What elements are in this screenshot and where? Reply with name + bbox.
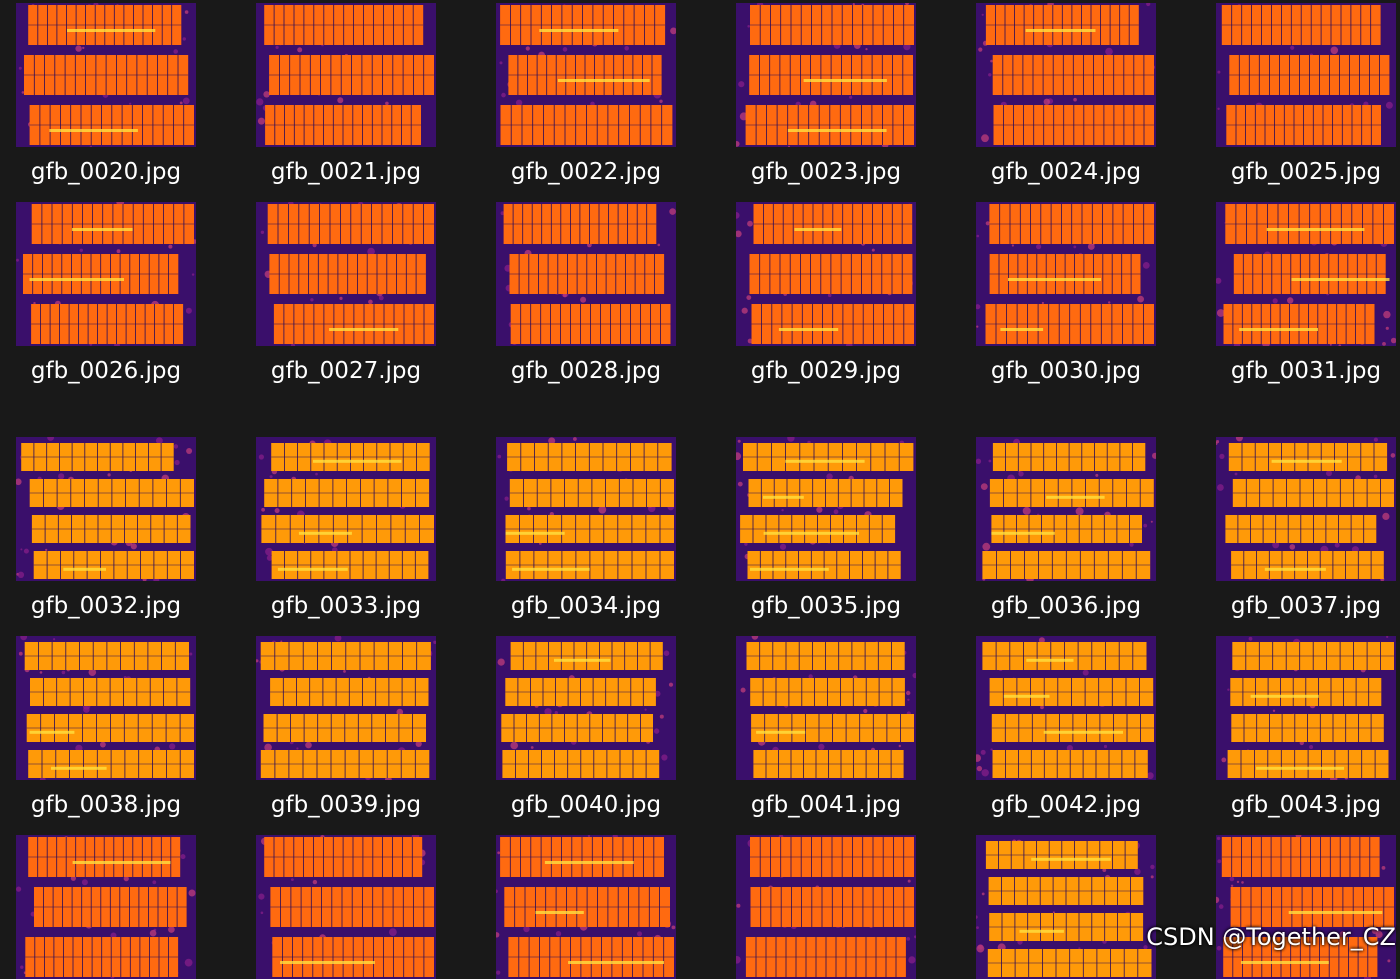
- thermal-thumbnail-image: [496, 835, 676, 979]
- thermal-thumbnail-image: [976, 437, 1156, 581]
- thumbnail-preview[interactable]: [976, 636, 1156, 780]
- thumbnail-preview[interactable]: [496, 835, 676, 979]
- thermal-thumbnail-image: [976, 835, 1156, 979]
- thermal-thumbnail-image: [976, 3, 1156, 147]
- thermal-thumbnail-image: [496, 636, 676, 780]
- thermal-thumbnail-image: [1216, 835, 1396, 979]
- thermal-thumbnail-image: [736, 835, 916, 979]
- file-name-label: gfb_0022.jpg: [510, 159, 662, 185]
- file-name-label: gfb_0032.jpg: [30, 593, 182, 619]
- file-name-label: gfb_0028.jpg: [510, 358, 662, 384]
- file-name-label: gfb_0021.jpg: [270, 159, 422, 185]
- file-name-label: gfb_0042.jpg: [990, 792, 1142, 818]
- thumbnail-preview[interactable]: [1216, 437, 1396, 581]
- thermal-thumbnail-image: [976, 202, 1156, 346]
- thumbnail-preview[interactable]: [1216, 835, 1396, 979]
- file-name-label: gfb_0041.jpg: [750, 792, 902, 818]
- thermal-thumbnail-image: [1216, 3, 1396, 147]
- file-name-label: gfb_0029.jpg: [750, 358, 902, 384]
- thermal-thumbnail-image: [256, 202, 436, 346]
- thermal-thumbnail-image: [16, 835, 196, 979]
- file-name-label: gfb_0031.jpg: [1230, 358, 1382, 384]
- thumbnail-preview[interactable]: [16, 437, 196, 581]
- thermal-thumbnail-image: [16, 437, 196, 581]
- thermal-thumbnail-image: [736, 437, 916, 581]
- thumbnail-preview[interactable]: [976, 835, 1156, 979]
- thumbnail-preview[interactable]: [256, 437, 436, 581]
- thermal-thumbnail-image: [16, 202, 196, 346]
- thumbnail-preview[interactable]: [736, 636, 916, 780]
- thumbnail-preview[interactable]: [16, 202, 196, 346]
- thermal-thumbnail-image: [256, 835, 436, 979]
- thumbnail-preview[interactable]: [16, 3, 196, 147]
- file-name-label: gfb_0039.jpg: [270, 792, 422, 818]
- thermal-thumbnail-image: [496, 3, 676, 147]
- thumbnail-preview[interactable]: [976, 202, 1156, 346]
- file-name-label: gfb_0023.jpg: [750, 159, 902, 185]
- thumbnail-preview[interactable]: [1216, 202, 1396, 346]
- watermark: CSDN @Together_CZ: [1146, 923, 1396, 951]
- thumbnail-preview[interactable]: [256, 835, 436, 979]
- thermal-thumbnail-image: [256, 3, 436, 147]
- thumbnail-preview[interactable]: [16, 636, 196, 780]
- thermal-thumbnail-image: [16, 3, 196, 147]
- thermal-thumbnail-image: [496, 202, 676, 346]
- file-name-label: gfb_0020.jpg: [30, 159, 182, 185]
- thumbnail-preview[interactable]: [1216, 3, 1396, 147]
- thumbnail-preview[interactable]: [1216, 636, 1396, 780]
- thumbnail-preview[interactable]: [16, 835, 196, 979]
- thermal-thumbnail-image: [1216, 202, 1396, 346]
- thumbnail-preview[interactable]: [736, 3, 916, 147]
- thermal-thumbnail-image: [976, 636, 1156, 780]
- thermal-thumbnail-image: [1216, 437, 1396, 581]
- file-name-label: gfb_0036.jpg: [990, 593, 1142, 619]
- file-name-label: gfb_0024.jpg: [990, 159, 1142, 185]
- file-name-label: gfb_0034.jpg: [510, 593, 662, 619]
- thumbnail-preview[interactable]: [256, 636, 436, 780]
- file-name-label: gfb_0026.jpg: [30, 358, 182, 384]
- thermal-thumbnail-image: [1216, 636, 1396, 780]
- file-name-label: gfb_0043.jpg: [1230, 792, 1382, 818]
- file-name-label: gfb_0040.jpg: [510, 792, 662, 818]
- thermal-thumbnail-image: [736, 202, 916, 346]
- thumbnail-preview[interactable]: [496, 3, 676, 147]
- thumbnail-preview[interactable]: [496, 636, 676, 780]
- thumbnail-preview[interactable]: [736, 437, 916, 581]
- thermal-thumbnail-image: [256, 437, 436, 581]
- thermal-thumbnail-image: [496, 437, 676, 581]
- thumbnail-preview[interactable]: [736, 835, 916, 979]
- thumbnail-preview[interactable]: [256, 202, 436, 346]
- file-name-label: gfb_0025.jpg: [1230, 159, 1382, 185]
- thermal-thumbnail-image: [16, 636, 196, 780]
- thermal-thumbnail-image: [736, 3, 916, 147]
- file-name-label: gfb_0027.jpg: [270, 358, 422, 384]
- file-name-label: gfb_0037.jpg: [1230, 593, 1382, 619]
- thumbnail-preview[interactable]: [736, 202, 916, 346]
- file-name-label: gfb_0030.jpg: [990, 358, 1142, 384]
- file-name-label: gfb_0035.jpg: [750, 593, 902, 619]
- thumbnail-preview[interactable]: [496, 437, 676, 581]
- file-name-label: gfb_0033.jpg: [270, 593, 422, 619]
- thumbnail-preview[interactable]: [496, 202, 676, 346]
- thumbnail-preview[interactable]: [256, 3, 436, 147]
- thermal-thumbnail-image: [256, 636, 436, 780]
- thumbnail-preview[interactable]: [976, 3, 1156, 147]
- thumbnail-preview[interactable]: [976, 437, 1156, 581]
- file-name-label: gfb_0038.jpg: [30, 792, 182, 818]
- thermal-thumbnail-image: [736, 636, 916, 780]
